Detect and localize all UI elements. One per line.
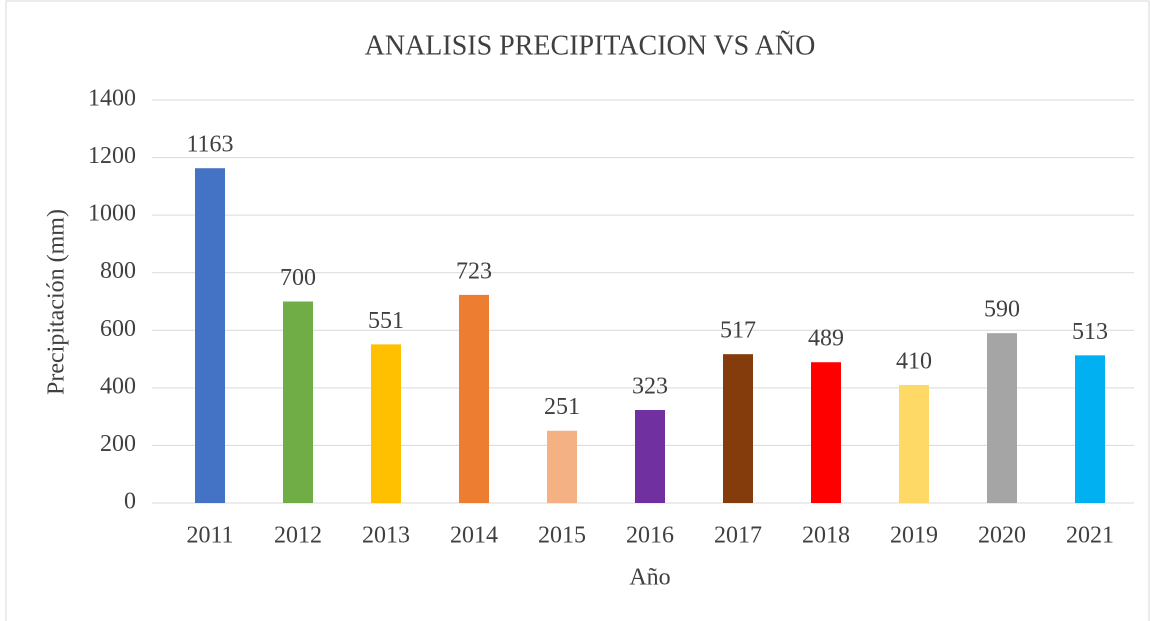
data-label: 517	[720, 318, 756, 344]
bar	[723, 354, 753, 503]
x-tick-label: 2017	[714, 523, 762, 549]
x-tick-label: 2014	[450, 523, 498, 549]
data-label: 1163	[186, 132, 233, 158]
bar	[811, 362, 841, 503]
data-label: 410	[896, 348, 932, 374]
x-axis-label: Año	[629, 565, 670, 591]
data-label: 551	[368, 308, 404, 334]
chart-title: ANALISIS PRECIPITACION VS AÑO	[365, 30, 816, 61]
bar	[899, 384, 929, 503]
y-tick-label: 1000	[88, 201, 136, 227]
bar	[635, 410, 665, 503]
x-tick-label: 2015	[538, 523, 586, 549]
data-label: 723	[456, 258, 492, 284]
y-tick-label: 400	[100, 373, 136, 399]
y-tick-label: 0	[124, 489, 136, 515]
y-tick-label: 800	[100, 258, 136, 284]
bar	[371, 344, 401, 503]
x-tick-label: 2020	[978, 523, 1026, 549]
data-label: 590	[984, 297, 1020, 323]
data-label: 251	[544, 394, 580, 420]
x-tick-label: 2013	[362, 523, 410, 549]
bar	[547, 430, 577, 503]
x-tick-label: 2019	[890, 523, 938, 549]
y-tick-label: 200	[100, 431, 136, 457]
x-tick-label: 2011	[186, 523, 233, 549]
x-tick-label: 2012	[274, 523, 322, 549]
y-tick-label: 1400	[88, 86, 136, 112]
bar	[459, 294, 489, 503]
y-tick-label: 1200	[88, 143, 136, 169]
x-tick-label: 2016	[626, 523, 674, 549]
data-label: 323	[632, 374, 668, 400]
y-axis-label: Precipitación (mm)	[44, 209, 70, 395]
x-tick-label: 2021	[1066, 523, 1114, 549]
data-label: 489	[808, 326, 844, 352]
data-label: 513	[1072, 319, 1108, 345]
bar	[987, 333, 1017, 503]
y-tick-label: 600	[100, 316, 136, 342]
bar	[195, 168, 225, 503]
bar	[283, 301, 313, 503]
x-tick-label: 2018	[802, 523, 850, 549]
bar	[1075, 355, 1105, 503]
data-label: 700	[280, 265, 316, 291]
